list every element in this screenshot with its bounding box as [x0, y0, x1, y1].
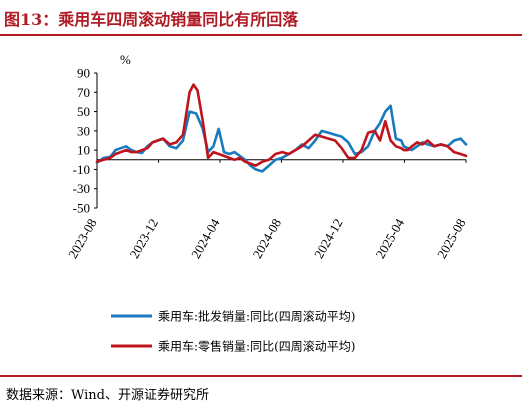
y-tick-label: 30 [77, 123, 90, 138]
x-tick-label: 2025-08 [434, 216, 469, 261]
x-tick-label: 2024-12 [311, 216, 346, 261]
chart-title: 图13：乘用车四周滚动销量同比有所回落 [4, 10, 299, 29]
chart-series-lines [95, 83, 468, 173]
y-tick-label: 90 [77, 66, 90, 81]
y-tick-label: -50 [73, 201, 90, 216]
legend-label-2: 乘用车:零售销量:同比(四周滚动平均) [158, 339, 355, 354]
y-tick-label: 50 [77, 104, 90, 119]
x-tick-label: 2025-04 [372, 216, 407, 261]
y-tick-label: 70 [77, 85, 90, 100]
y-axis-unit-label: % [120, 52, 131, 67]
title-divider [0, 34, 522, 36]
series-line-2 [95, 83, 468, 167]
source-divider [0, 375, 522, 377]
y-tick-label: -10 [73, 162, 90, 177]
x-tick-label: 2024-08 [249, 216, 284, 261]
source-note: 数据来源：Wind、开源证券研究所 [6, 388, 209, 403]
x-tick-label: 2023-08 [65, 216, 100, 261]
y-tick-label: -30 [73, 181, 90, 196]
x-tick-label: 2023-12 [126, 216, 161, 261]
chart-legend: 乘用车:批发销量:同比(四周滚动平均) 乘用车:零售销量:同比(四周滚动平均) [111, 309, 355, 354]
y-tick-label: 10 [77, 143, 90, 158]
legend-label-1: 乘用车:批发销量:同比(四周滚动平均) [158, 309, 355, 324]
x-tick-label: 2024-04 [188, 216, 223, 261]
